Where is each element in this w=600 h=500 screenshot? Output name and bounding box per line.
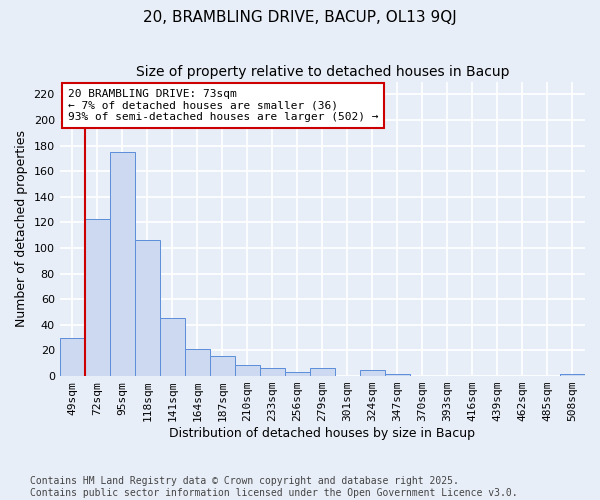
- Text: 20, BRAMBLING DRIVE, BACUP, OL13 9QJ: 20, BRAMBLING DRIVE, BACUP, OL13 9QJ: [143, 10, 457, 25]
- Bar: [185, 349, 210, 376]
- Text: 20 BRAMBLING DRIVE: 73sqm
← 7% of detached houses are smaller (36)
93% of semi-d: 20 BRAMBLING DRIVE: 73sqm ← 7% of detach…: [68, 89, 378, 122]
- Bar: [85, 218, 110, 376]
- Bar: [160, 318, 185, 376]
- Bar: [360, 370, 385, 376]
- Bar: [210, 356, 235, 376]
- Bar: [310, 368, 335, 376]
- Bar: [110, 152, 135, 376]
- Bar: [135, 240, 160, 376]
- Text: Contains HM Land Registry data © Crown copyright and database right 2025.
Contai: Contains HM Land Registry data © Crown c…: [30, 476, 518, 498]
- Bar: [560, 374, 585, 376]
- Bar: [59, 338, 85, 376]
- X-axis label: Distribution of detached houses by size in Bacup: Distribution of detached houses by size …: [169, 427, 475, 440]
- Bar: [385, 374, 410, 376]
- Bar: [235, 364, 260, 376]
- Y-axis label: Number of detached properties: Number of detached properties: [15, 130, 28, 328]
- Bar: [285, 372, 310, 376]
- Bar: [260, 368, 285, 376]
- Title: Size of property relative to detached houses in Bacup: Size of property relative to detached ho…: [136, 65, 509, 79]
